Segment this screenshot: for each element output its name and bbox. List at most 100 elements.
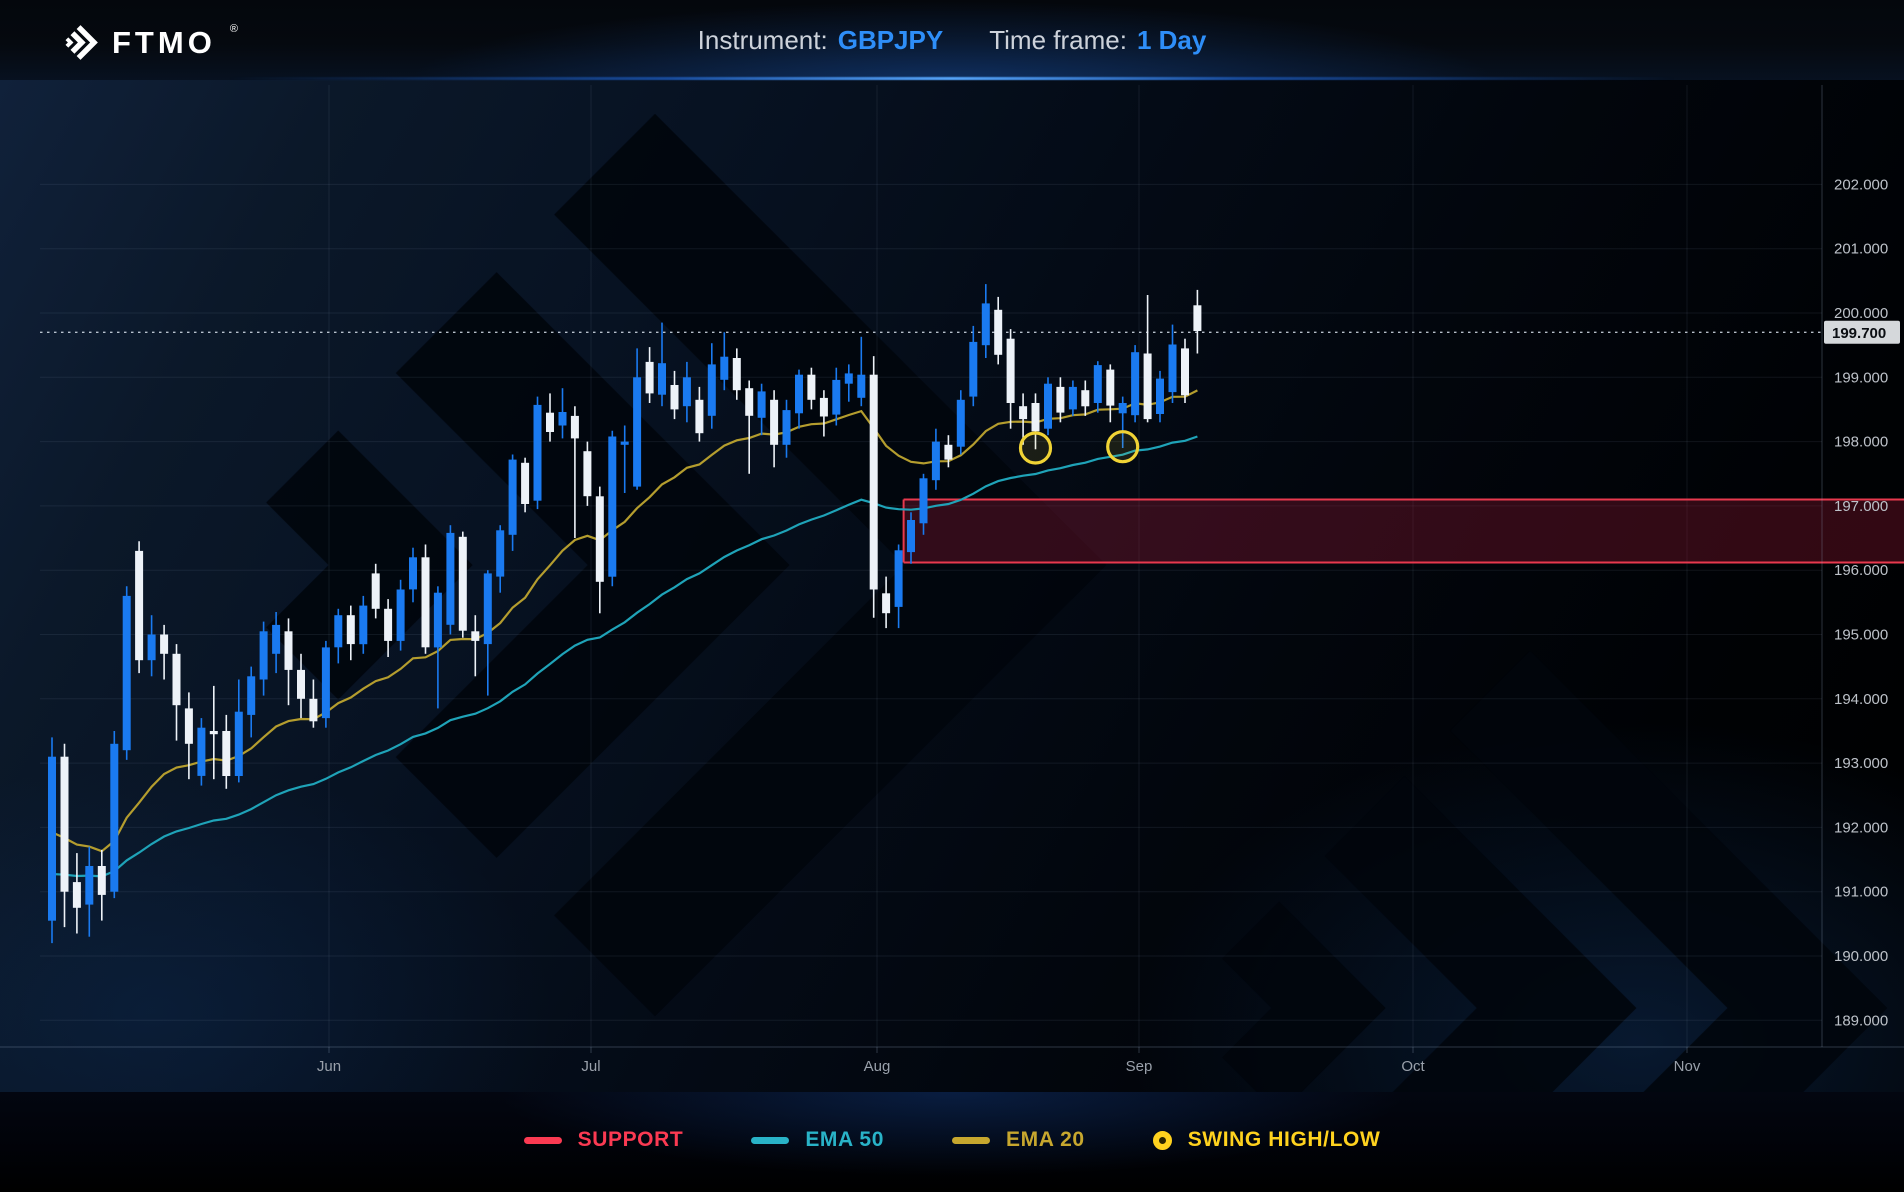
candle (720, 332, 729, 391)
price-tick-label: 198.000 (1834, 434, 1888, 451)
price-tick-label: 195.000 (1834, 627, 1888, 644)
candle (1131, 345, 1140, 423)
candle (533, 396, 542, 510)
candle (508, 454, 517, 551)
candle (446, 525, 455, 635)
candle (496, 525, 505, 593)
candle (1006, 329, 1015, 429)
month-label: Jun (317, 1058, 341, 1075)
swing-marker-circle (1106, 430, 1140, 464)
candle (645, 347, 654, 403)
candle (844, 364, 853, 402)
candle (97, 849, 106, 921)
ema-20-line (51, 389, 1198, 853)
month-label: Aug (864, 1058, 891, 1075)
candle (832, 367, 841, 426)
candle (595, 486, 604, 614)
candle (234, 679, 243, 783)
price-tick-label: 194.000 (1834, 691, 1888, 708)
price-tick-label: 201.000 (1834, 241, 1888, 258)
candle (956, 390, 965, 455)
candle (919, 473, 928, 535)
chart-area[interactable]: 202.000 201.000 200.000 199.000 198.000 197.0… (0, 80, 1904, 1092)
candlestick-chart[interactable]: 202.000 201.000 200.000 199.000 198.000 197.0… (0, 80, 1904, 1092)
legend-item-ema20: EMA 20 (952, 1128, 1085, 1152)
price-tick-label: 190.000 (1834, 948, 1888, 965)
candle (135, 541, 144, 674)
candle (72, 853, 81, 934)
candle (745, 380, 754, 474)
candle (819, 390, 828, 437)
legend-item-ema50: EMA 50 (751, 1128, 884, 1152)
support-legend-dash (523, 1136, 562, 1144)
candle (907, 512, 915, 564)
header-bar: FTMO ® Instrument: GBPJPY Time frame: 1 … (0, 0, 1904, 80)
month-label: Jul (581, 1058, 600, 1075)
candle (1068, 380, 1077, 416)
candle (1156, 370, 1164, 423)
ema20-legend-label: EMA 20 (1006, 1128, 1085, 1151)
candle (309, 679, 318, 728)
candle (184, 692, 193, 780)
candle (222, 714, 231, 789)
candle (857, 336, 866, 407)
candle (409, 547, 417, 603)
candle (732, 348, 741, 400)
svg-text:199.700: 199.700 (1832, 325, 1886, 342)
candle (1093, 361, 1102, 413)
candle (458, 531, 467, 638)
candle (284, 618, 293, 706)
candle (695, 386, 704, 442)
ema20-legend-dash (952, 1136, 990, 1144)
candle (1118, 396, 1127, 448)
candle (546, 393, 554, 442)
candle (1056, 377, 1065, 423)
candle (558, 388, 567, 439)
candle (110, 731, 119, 899)
candle (894, 544, 903, 629)
legend-item-support: SUPPORT (523, 1128, 684, 1152)
ftmo-logo-icon (65, 25, 98, 60)
candle (633, 348, 642, 490)
candle (1181, 338, 1189, 403)
candle (944, 435, 953, 468)
price-tick-label: 196.000 (1834, 562, 1888, 579)
swing-legend-dot (1152, 1130, 1172, 1150)
price-tick-label: 189.000 (1834, 1012, 1888, 1029)
candle (1031, 393, 1040, 450)
brand-logo: FTMO ® (62, 24, 238, 61)
candle (471, 615, 480, 677)
timeframe-label: Time frame: (989, 24, 1127, 55)
candle (1193, 289, 1202, 354)
footer-bar: SUPPORT EMA 50 EMA 20 SWING HIGH/LOW (0, 1092, 1904, 1192)
candle (994, 296, 1003, 365)
candle (433, 586, 442, 709)
candle (247, 666, 256, 738)
swing-marker-circle (1018, 431, 1053, 465)
ema50-legend-dash (751, 1136, 790, 1144)
support-legend-label: SUPPORT (577, 1128, 684, 1151)
price-tick-label: 202.000 (1834, 176, 1888, 193)
candle (172, 644, 181, 741)
candle (583, 441, 592, 506)
candle (658, 322, 666, 407)
candle (807, 367, 816, 410)
chart-info: Instrument: GBPJPY Time frame: 1 Day (0, 0, 1904, 80)
candle (682, 361, 691, 423)
candle (521, 457, 530, 513)
ema-50-line (51, 435, 1198, 878)
instrument-label: Instrument: (697, 24, 828, 55)
instrument-value: GBPJPY (837, 24, 944, 55)
candle (707, 343, 716, 429)
instrument-info: Instrument: GBPJPY (698, 25, 944, 56)
candle (396, 579, 405, 651)
candle (259, 621, 268, 696)
candle (981, 284, 990, 358)
swing-legend-label: SWING HIGH/LOW (1187, 1128, 1381, 1151)
candle (882, 576, 891, 629)
candle (85, 846, 94, 937)
month-label: Sep (1126, 1058, 1153, 1075)
candle (60, 743, 69, 928)
candle (620, 425, 629, 493)
candle (346, 605, 355, 661)
